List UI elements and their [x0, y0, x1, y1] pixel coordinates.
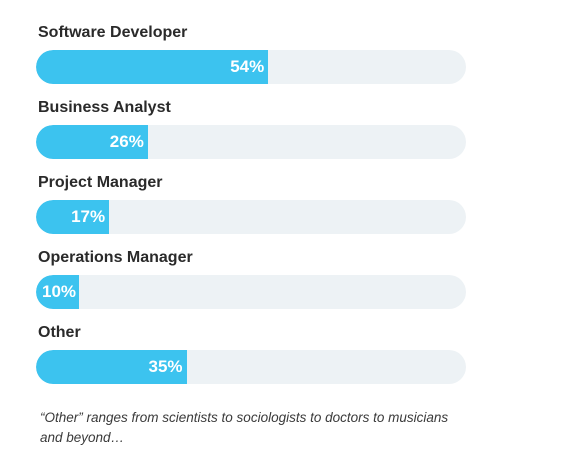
bar-row-software-developer: Software Developer 54%	[36, 24, 468, 84]
footnote: “Other” ranges from scientists to sociol…	[40, 410, 449, 445]
bar-value-label: 26%	[109, 132, 144, 151]
bar-fill	[36, 125, 148, 159]
bar-track: 26%	[36, 125, 466, 159]
bar-fill	[36, 350, 187, 384]
bar-row-operations-manager: Operations Manager 10%	[36, 249, 468, 309]
bar-row-other: Other 35%	[36, 324, 468, 384]
bar-value-label: 54%	[230, 57, 265, 76]
bar-category-label: Operations Manager	[38, 249, 193, 266]
bar-category-label: Other	[38, 324, 81, 341]
bar-track: 54%	[36, 50, 466, 84]
bar-fill	[36, 200, 110, 234]
bar-track: 10%	[36, 275, 466, 309]
bar-category-label: Software Developer	[38, 24, 188, 41]
bar-track: 35%	[36, 350, 466, 384]
bar-row-business-analyst: Business Analyst 26%	[36, 99, 468, 159]
bar-fill	[36, 275, 79, 309]
bar-value-label: 17%	[71, 207, 106, 226]
bar-fill	[36, 50, 269, 84]
bar-row-project-manager: Project Manager 17%	[36, 174, 468, 234]
bar-category-label: Business Analyst	[38, 99, 171, 116]
bar-category-label: Project Manager	[38, 174, 163, 191]
bar-value-label: 35%	[148, 357, 183, 376]
bar-value-label: 10%	[42, 282, 77, 301]
bar-track: 17%	[36, 200, 466, 234]
